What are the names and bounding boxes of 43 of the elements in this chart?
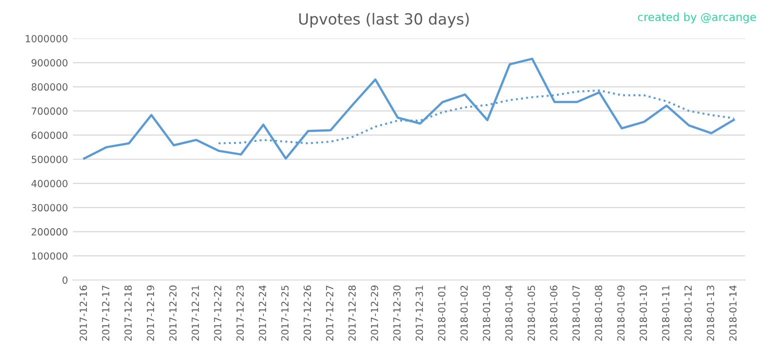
y-tick-label: 200000	[32, 228, 68, 236]
x-tick-label: 2018-01-03	[482, 286, 490, 341]
y-tick-label: 300000	[32, 204, 68, 212]
x-tick-label: 2018-01-13	[706, 286, 714, 341]
x-tick-label: 2018-01-07	[572, 286, 580, 341]
y-tick-label: 100000	[32, 252, 68, 260]
x-tick-label: 2018-01-02	[460, 286, 468, 341]
x-tick-label: 2017-12-27	[326, 286, 334, 341]
x-tick-label: 2017-12-29	[370, 286, 378, 341]
x-tick-label: 2018-01-11	[662, 286, 670, 341]
x-tick-label: 2017-12-28	[348, 286, 356, 341]
x-tick-label: 2017-12-30	[393, 286, 401, 341]
x-tick-label: 2017-12-16	[80, 285, 87, 341]
x-tick-label: 2017-12-20	[169, 286, 177, 341]
text: created by @arcange	[638, 12, 756, 24]
y-tick-label: 500000	[32, 156, 68, 164]
x-tick-label: 2017-12-22	[214, 286, 222, 341]
x-tick-label: 2017-12-21	[192, 286, 199, 341]
y-tick-label: 600000	[32, 132, 68, 139]
x-tick-label: 2017-12-19	[146, 286, 154, 341]
x-tick-label: 2017-12-25	[281, 286, 289, 341]
chart-title: Upvotes (last 30 days)	[299, 12, 469, 28]
y-tick-label: 400000	[31, 180, 68, 188]
x-tick-label: 2018-01-10	[640, 286, 647, 341]
x-tick-label: 2017-12-23	[236, 286, 244, 341]
y-tick-label: 700000	[32, 107, 68, 115]
x-tick-label: 2018-01-04	[505, 285, 513, 341]
x-tick-label: 2017-12-24	[258, 285, 266, 341]
x-tick-label: 2017-12-26	[304, 285, 311, 341]
x-tick-label: 2018-01-08	[594, 286, 602, 341]
x-tick-label: 2018-01-14	[729, 285, 737, 341]
y-tick-label: 900000	[32, 59, 68, 66]
y-tick-label: 800000	[32, 83, 68, 91]
x-tick-label: 2018-01-09	[617, 286, 625, 341]
x-tick-label: 2018-01-01	[438, 286, 446, 341]
x-tick-label: 2018-01-05	[528, 286, 535, 341]
y-tick-label: 0	[62, 276, 68, 284]
y-tick-label: 1000000	[26, 34, 68, 42]
x-tick-label: 2017-12-31	[416, 286, 423, 341]
x-tick-label: 2018-01-12	[684, 286, 692, 341]
x-tick-label: 2017-12-18	[124, 286, 132, 341]
x-tick-label: 2017-12-17	[102, 286, 110, 341]
x-tick-label: 2018-01-06	[550, 285, 558, 341]
